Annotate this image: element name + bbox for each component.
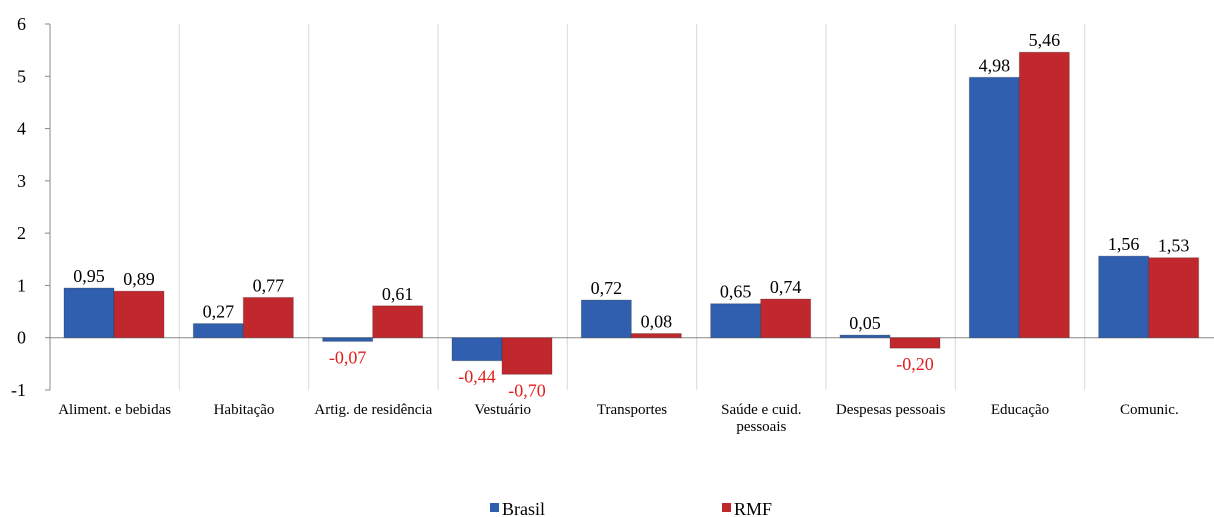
y-tick-label: -1 — [11, 380, 26, 400]
legend-swatch — [490, 503, 499, 512]
y-tick-label: 6 — [17, 14, 26, 34]
bar — [760, 298, 812, 339]
value-label: 0,72 — [591, 278, 623, 298]
bar — [372, 305, 424, 339]
value-label: -0,70 — [508, 380, 546, 400]
legend-label: RMF — [734, 499, 772, 517]
x-tick-label: Saúde e cuid. pessoais — [721, 402, 802, 435]
legend-label: Brasil — [502, 499, 545, 517]
bar — [113, 290, 165, 339]
x-tick-label: Transportes — [596, 402, 668, 418]
bar — [501, 337, 553, 375]
bar — [63, 287, 115, 339]
value-label: 1,56 — [1108, 234, 1140, 254]
bar — [580, 299, 632, 339]
x-tick-label: Vestuário — [474, 402, 531, 418]
y-tick-label: 1 — [17, 275, 26, 295]
y-tick-label: 3 — [17, 171, 26, 191]
bar — [451, 337, 503, 362]
x-tick-label: Aliment. e bebidas — [58, 402, 172, 418]
x-tick-label: Educação — [990, 402, 1050, 418]
x-tick-label: Comunic. — [1119, 402, 1179, 418]
x-tick-label: Artig. de residência — [314, 402, 433, 418]
bar — [968, 76, 1020, 339]
bar — [710, 303, 762, 339]
y-tick-label: 0 — [17, 328, 26, 348]
legend-swatch — [722, 503, 731, 512]
value-label: 1,53 — [1158, 236, 1190, 256]
value-label: 0,08 — [641, 312, 673, 332]
bar — [889, 337, 941, 349]
value-label: -0,07 — [329, 347, 367, 367]
x-tick-label: Habitação — [213, 402, 275, 418]
value-label: 0,61 — [382, 284, 414, 304]
value-label: -0,44 — [458, 367, 496, 387]
y-tick-label: 2 — [17, 223, 26, 243]
value-label: -0,20 — [896, 354, 934, 374]
bar — [1098, 255, 1150, 339]
value-label: 0,74 — [770, 277, 802, 297]
x-tick-label: Despesas pessoais — [835, 402, 946, 418]
value-label: 0,89 — [123, 269, 155, 289]
value-label: 0,05 — [849, 313, 881, 333]
value-label: 0,27 — [203, 302, 235, 322]
bar — [1148, 257, 1200, 339]
value-label: 0,65 — [720, 282, 752, 302]
bar — [242, 296, 294, 339]
bar — [322, 337, 374, 342]
bar — [1018, 51, 1070, 339]
value-label: 0,95 — [73, 266, 105, 286]
value-label: 4,98 — [979, 55, 1011, 75]
y-tick-label: 5 — [17, 66, 26, 86]
y-tick-label: 4 — [17, 119, 26, 139]
value-label: 0,77 — [253, 275, 285, 295]
bar — [839, 334, 891, 339]
bar — [630, 333, 682, 339]
bar — [192, 323, 244, 339]
value-label: 5,46 — [1029, 30, 1061, 50]
